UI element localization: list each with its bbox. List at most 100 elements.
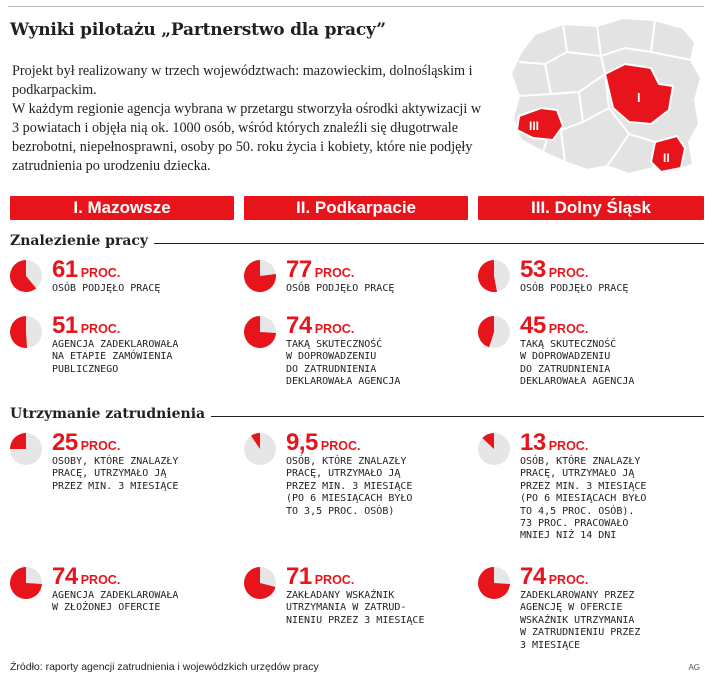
intro-paragraph-1: Projekt był realizowany w trzech wojewód… [12,63,473,98]
source-note: Źródło: raporty agencji zatrudnienia i w… [10,661,319,673]
pie-chart [244,260,276,292]
map-region-mazowsze [603,62,675,126]
pie-chart [10,433,42,465]
stat-unit: PROC. [320,439,361,453]
stat-value: 74 [286,312,312,339]
section-title-retention: Utrzymanie zatrudnienia [10,406,212,422]
pie-chart [10,567,42,599]
stat-unit: PROC. [548,322,589,336]
section-rule-finding [10,243,704,244]
stat-text: 45 PROC. TAKĄ SKUTECZNOŚĆ W DOPROWADZENIU … [520,312,710,389]
stat-value-line: 74 PROC. [520,563,710,591]
stat-unit: PROC. [80,322,121,336]
stat-value-line: 25 PROC. [52,429,242,457]
stat-value: 53 [520,256,546,283]
author-credit: AG [688,663,700,672]
stat-value-line: 74 PROC. [52,563,242,591]
stat-label: ZADEKLAROWANY PRZEZ AGENCJĘ W OFERCIE WS… [520,590,641,651]
stat-unit: PROC. [314,266,355,280]
pie-slice [244,567,276,599]
stat-text: 61 PROC. OSÓB PODJĘŁO PRACĘ [52,256,242,295]
stat-text: 53 PROC. OSÓB PODJĘŁO PRACĘ [520,256,710,295]
pie-chart [244,316,276,348]
stat-value: 71 [286,563,312,590]
pie-slice [478,316,494,348]
pie-chart [478,433,510,465]
pie-chart [478,260,510,292]
page-title: Wyniki pilotażu „Partnerstwo dla pracy” [10,20,386,40]
map-label-ii: II [663,151,670,165]
stat-label: OSÓB PODJĘŁO PRACĘ [520,283,629,294]
stat-label: OSÓB, KTÓRE ZNALAZŁY PRACĘ, UTRZYMAŁO JĄ… [286,456,413,517]
pie-slice [10,433,26,449]
stat-label: TAKĄ SKUTECZNOŚĆ W DOPROWADZENIU DO ZATR… [520,339,635,388]
region-header-podkarpacie: II. Podkarpacie [244,196,468,220]
stat-label: OSOBY, KTÓRE ZNALAZŁY PRACĘ, UTRZYMAŁO J… [52,456,179,492]
stat-text: 13 PROC. OSÓB, KTÓRE ZNALAZŁY PRACĘ, UTRZY… [520,429,710,543]
stat-text: 71 PROC. ZAKŁADANY WSKAŹNIK UTRZYMANIA W Z… [286,563,476,627]
stat-text: 74 PROC. TAKĄ SKUTECZNOŚĆ W DOPROWADZENIU … [286,312,476,389]
stat-unit: PROC. [548,266,589,280]
stat-unit: PROC. [80,439,121,453]
pie-slice [244,316,276,348]
stat-label: OSÓB PODJĘŁO PRACĘ [286,283,395,294]
pie-slice [482,433,494,449]
region-header-dolny-slask: III. Dolny Śląsk [478,196,704,220]
stat-value-line: 71 PROC. [286,563,476,591]
pie-slice [251,433,260,449]
stat-unit: PROC. [314,573,355,587]
region-header-mazowsze: I. Mazowsze [10,196,234,220]
stat-label: AGENCJA ZADEKLAROWAŁA W ZŁOŻONEJ OFERCIE [52,590,179,614]
map-region-dolny-slask [515,106,565,142]
stat-value: 61 [52,256,78,283]
map-label-iii: III [529,119,539,133]
stat-text: 77 PROC. OSÓB PODJĘŁO PRACĘ [286,256,476,295]
stat-unit: PROC. [80,573,121,587]
pie-chart [244,433,276,465]
stat-value-line: 9,5 PROC. [286,429,476,457]
stat-label: AGENCJA ZADEKLAROWAŁA NA ETAPIE ZAMÓWIEN… [52,339,179,375]
top-rule [8,6,704,7]
section-rule-retention [10,416,704,417]
stat-value: 74 [52,563,78,590]
stat-text: 74 PROC. ZADEKLAROWANY PRZEZ AGENCJĘ W OFE… [520,563,710,652]
pie-slice [478,567,510,599]
pie-chart [478,316,510,348]
stat-label: OSÓB, KTÓRE ZNALAZŁY PRACĘ, UTRZYMAŁO JĄ… [520,456,647,542]
pie-slice [10,316,27,348]
stat-value: 13 [520,429,546,456]
pie-slice [10,260,37,292]
stat-text: 51 PROC. AGENCJA ZADEKLAROWAŁA NA ETAPIE Z… [52,312,242,376]
stat-value-line: 61 PROC. [52,256,242,284]
poland-map: I II III [509,16,703,176]
pie-chart [10,316,42,348]
stat-value: 74 [520,563,546,590]
stat-unit: PROC. [314,322,355,336]
stat-unit: PROC. [80,266,121,280]
pie-chart [10,260,42,292]
stat-value-line: 53 PROC. [520,256,710,284]
stat-value-line: 13 PROC. [520,429,710,457]
stat-value: 25 [52,429,78,456]
intro-text: Projekt był realizowany w trzech wojewód… [12,62,490,176]
stat-value: 51 [52,312,78,339]
stat-unit: PROC. [548,439,589,453]
stat-unit: PROC. [548,573,589,587]
stat-label: OSÓB PODJĘŁO PRACĘ [52,283,161,294]
map-region-podkarpacie [649,134,687,174]
stat-text: 25 PROC. OSOBY, KTÓRE ZNALAZŁY PRACĘ, UTRZ… [52,429,242,493]
stat-text: 74 PROC. AGENCJA ZADEKLAROWAŁA W ZŁOŻONEJ … [52,563,242,615]
pie-chart [478,567,510,599]
stat-value-line: 77 PROC. [286,256,476,284]
stat-value-line: 74 PROC. [286,312,476,340]
pie-chart [244,567,276,599]
stat-value-line: 51 PROC. [52,312,242,340]
stat-label: TAKĄ SKUTECZNOŚĆ W DOPROWADZENIU DO ZATR… [286,339,401,388]
stat-label: ZAKŁADANY WSKAŹNIK UTRZYMANIA W ZATRUD- … [286,590,425,626]
stat-value: 9,5 [286,429,318,456]
pie-slice [244,260,276,292]
pie-slice [478,260,497,292]
intro-paragraph-2: W każdym regionie agencja wybrana w prze… [12,101,482,174]
stat-text: 9,5 PROC. OSÓB, KTÓRE ZNALAZŁY PRACĘ, UTRZ… [286,429,476,518]
pie-slice [10,567,42,599]
